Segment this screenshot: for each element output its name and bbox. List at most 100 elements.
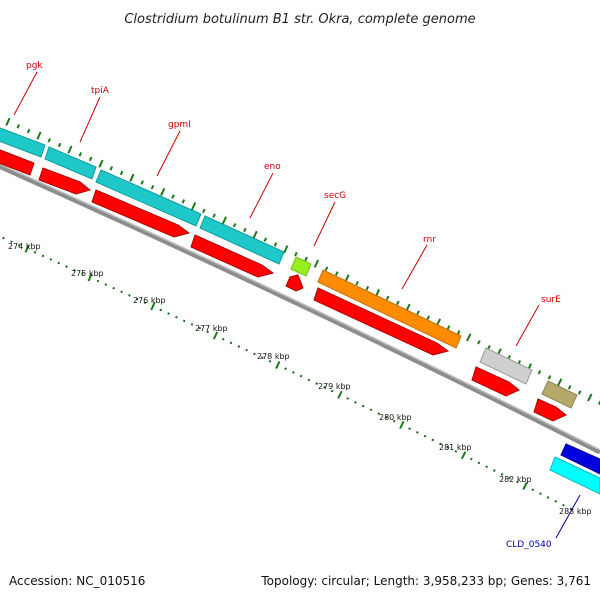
scale-tick xyxy=(33,250,37,254)
gene-secG-block[interactable] xyxy=(290,256,312,277)
cds-arrow[interactable] xyxy=(471,366,520,397)
cds-arrow[interactable] xyxy=(533,398,567,422)
scale-tick xyxy=(128,294,131,297)
gc-tick xyxy=(243,227,247,233)
gc-tick xyxy=(109,166,114,171)
cds-arrow[interactable] xyxy=(0,148,35,176)
gc-tick xyxy=(487,345,491,350)
scale-tick xyxy=(104,283,108,286)
scale-label: 276 kbp xyxy=(133,296,166,305)
scale-tick xyxy=(431,438,435,442)
scale-tick xyxy=(268,359,272,363)
cds-arrow[interactable] xyxy=(285,274,304,292)
gc-tick xyxy=(324,266,329,271)
gc-tick xyxy=(304,256,308,262)
gc-tick xyxy=(78,152,83,157)
gene-eno-block[interactable] xyxy=(199,215,285,265)
scale-tick xyxy=(96,279,100,283)
gene-gpmI-block[interactable] xyxy=(95,169,202,227)
scale-tick xyxy=(377,412,380,415)
gc-tick xyxy=(140,180,144,185)
scale-tick xyxy=(569,507,573,511)
gc-tick xyxy=(456,330,461,335)
cds-arrow[interactable] xyxy=(91,189,191,238)
scale-tick xyxy=(522,481,528,490)
scale-label: 279 kbp xyxy=(318,382,351,391)
gc-tick xyxy=(547,375,552,380)
gene-surE-block[interactable] xyxy=(479,347,533,385)
gene-cld0540-block[interactable] xyxy=(549,456,600,495)
scale-tick xyxy=(554,499,558,503)
gene-label-eno[interactable]: eno xyxy=(264,162,281,172)
scale-tick xyxy=(539,492,542,495)
scale-tick xyxy=(112,286,116,290)
gc-tick xyxy=(150,184,155,190)
scale-label: 281 kbp xyxy=(439,443,472,452)
gc-tick xyxy=(294,251,298,257)
gc-tick xyxy=(567,385,572,390)
scale-tick xyxy=(284,367,287,371)
gc-tick xyxy=(396,300,400,306)
gc-tick xyxy=(446,325,451,330)
scale-tick xyxy=(354,400,357,404)
gene-label-gpmI[interactable]: gpmI xyxy=(168,120,191,130)
gene-blue-block[interactable] xyxy=(560,443,600,475)
gc-tick xyxy=(477,340,481,345)
scale-tick xyxy=(212,331,219,340)
gene-label-cld0540[interactable]: CLD_0540 xyxy=(506,540,552,550)
scale-tick xyxy=(485,465,488,469)
gc-tick xyxy=(577,390,582,395)
scale-tick xyxy=(460,451,467,460)
gene-rnr-block[interactable] xyxy=(317,269,462,349)
gc-tick xyxy=(5,117,11,126)
gc-tick xyxy=(212,213,216,218)
gene-label-pgk[interactable]: pgk xyxy=(26,61,43,71)
gene-pgk-block[interactable] xyxy=(0,126,46,158)
gene-label-surE[interactable]: surE xyxy=(541,295,561,305)
scale-tick xyxy=(330,389,334,393)
scale-labels: 274 kbp 275 kbp 276 kbp 277 kbp 278 kbp … xyxy=(8,242,592,516)
gene-track-outer xyxy=(0,126,600,495)
scale-tick xyxy=(454,450,458,453)
gc-tick xyxy=(232,222,237,228)
scale-tick xyxy=(229,341,233,345)
cds-arrow[interactable] xyxy=(313,287,450,356)
gene-label-secG[interactable]: secG xyxy=(324,191,346,201)
scale-tick xyxy=(57,261,61,265)
map-title: Clostridium botulinum B1 str. Okra, comp… xyxy=(124,12,475,27)
scale-label: 275 kbp xyxy=(71,269,104,278)
gc-tick xyxy=(119,170,124,176)
scale-tick xyxy=(292,371,295,374)
scale-tick xyxy=(346,397,350,400)
scale-label: 280 kbp xyxy=(379,413,412,422)
scale-tick xyxy=(477,461,481,465)
scale-tick xyxy=(10,240,13,244)
cds-arrow[interactable] xyxy=(38,167,92,195)
gc-tick xyxy=(252,230,258,239)
scale-tick xyxy=(423,434,427,438)
scale-tick xyxy=(150,302,156,311)
scale-tick xyxy=(369,408,373,412)
scale-tick xyxy=(41,254,45,258)
gc-tick xyxy=(466,333,472,342)
genome-backbone xyxy=(0,163,600,455)
scale-tick xyxy=(323,385,326,389)
gc-tick xyxy=(67,145,73,154)
genome-backbone-highlight xyxy=(0,163,600,451)
scale-label: 274 kbp xyxy=(8,242,41,251)
scale-tick xyxy=(17,243,21,247)
gc-tick xyxy=(355,280,359,286)
gc-tick xyxy=(47,138,52,143)
scale-label: 282 kbp xyxy=(499,475,532,484)
gene-label-tpiA[interactable]: tpiA xyxy=(91,86,110,96)
scale-tick xyxy=(408,427,411,430)
gene-label-rnr[interactable]: rnr xyxy=(423,235,436,245)
gene-tpiA-block[interactable] xyxy=(44,146,97,180)
gene-olive-block[interactable] xyxy=(541,380,578,409)
cds-arrow[interactable] xyxy=(190,234,275,278)
gc-tick xyxy=(57,142,62,148)
scale-tick xyxy=(221,337,225,341)
scale-tick xyxy=(416,431,419,434)
scale-tick xyxy=(315,382,318,385)
